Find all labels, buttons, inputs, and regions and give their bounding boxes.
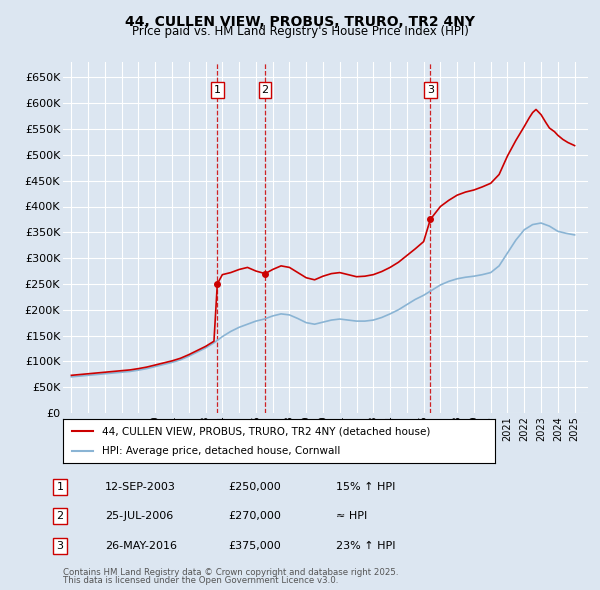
Text: 23% ↑ HPI: 23% ↑ HPI xyxy=(336,541,395,550)
Text: Price paid vs. HM Land Registry's House Price Index (HPI): Price paid vs. HM Land Registry's House … xyxy=(131,25,469,38)
Text: £375,000: £375,000 xyxy=(228,541,281,550)
Text: 2: 2 xyxy=(262,85,269,95)
Text: This data is licensed under the Open Government Licence v3.0.: This data is licensed under the Open Gov… xyxy=(63,576,338,585)
Text: 44, CULLEN VIEW, PROBUS, TRURO, TR2 4NY (detached house): 44, CULLEN VIEW, PROBUS, TRURO, TR2 4NY … xyxy=(102,427,430,436)
Text: 1: 1 xyxy=(214,85,221,95)
Text: 12-SEP-2003: 12-SEP-2003 xyxy=(105,482,176,491)
Text: 26-MAY-2016: 26-MAY-2016 xyxy=(105,541,177,550)
Text: 15% ↑ HPI: 15% ↑ HPI xyxy=(336,482,395,491)
Text: ≈ HPI: ≈ HPI xyxy=(336,512,367,521)
Text: 1: 1 xyxy=(56,482,64,491)
Text: £250,000: £250,000 xyxy=(228,482,281,491)
Text: 3: 3 xyxy=(56,541,64,550)
Text: 2: 2 xyxy=(56,512,64,521)
Text: 25-JUL-2006: 25-JUL-2006 xyxy=(105,512,173,521)
Text: 44, CULLEN VIEW, PROBUS, TRURO, TR2 4NY: 44, CULLEN VIEW, PROBUS, TRURO, TR2 4NY xyxy=(125,15,475,29)
Text: 3: 3 xyxy=(427,85,434,95)
Text: £270,000: £270,000 xyxy=(228,512,281,521)
Text: Contains HM Land Registry data © Crown copyright and database right 2025.: Contains HM Land Registry data © Crown c… xyxy=(63,568,398,577)
Text: HPI: Average price, detached house, Cornwall: HPI: Average price, detached house, Corn… xyxy=(102,446,340,455)
